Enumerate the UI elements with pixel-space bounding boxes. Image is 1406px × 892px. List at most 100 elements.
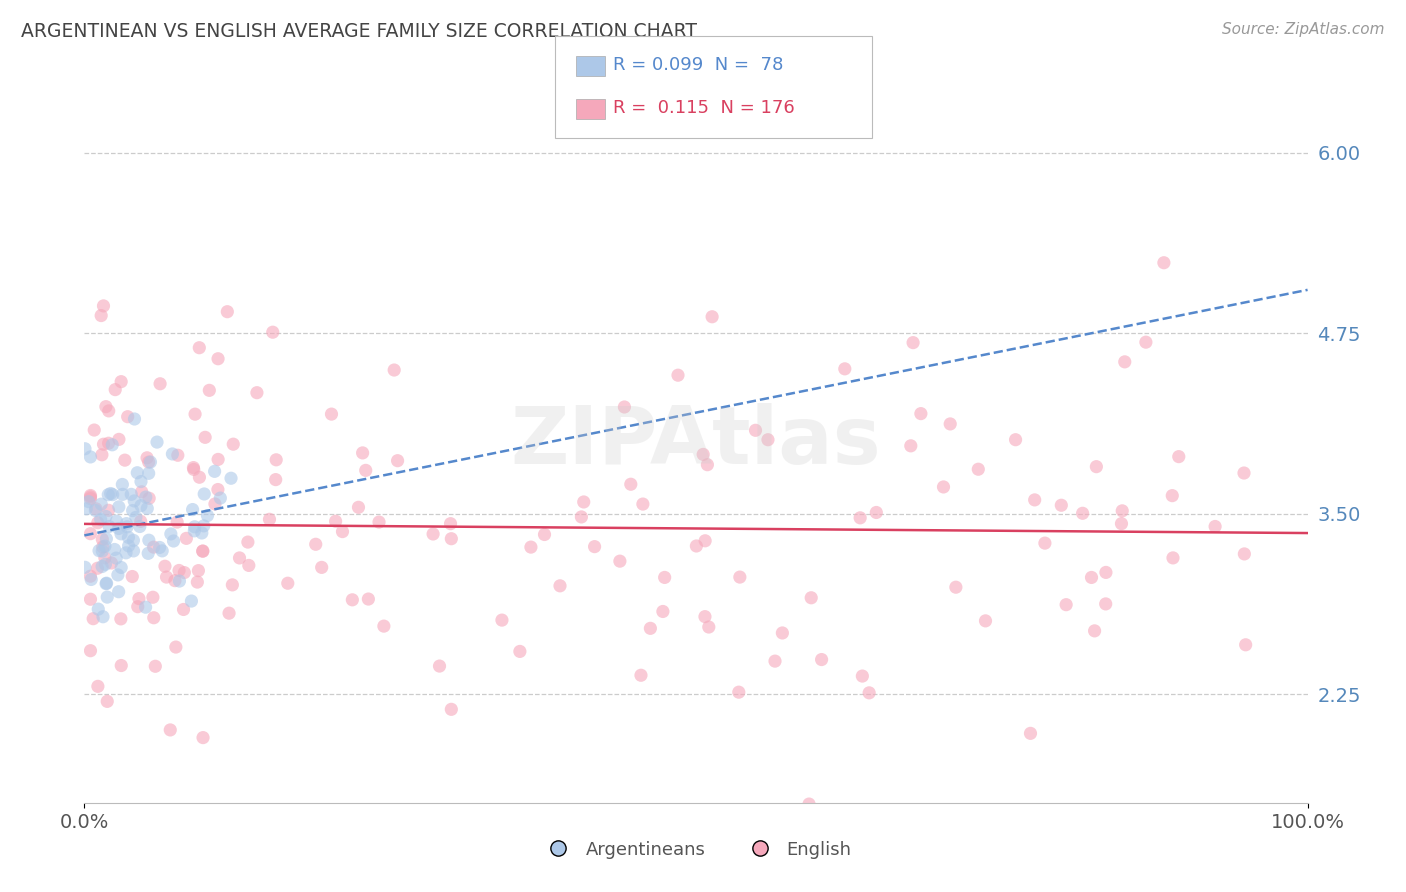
- Point: [146, 435, 169, 450]
- Point: [974, 614, 997, 628]
- Point: [98, 519, 121, 533]
- Point: [87, 516, 110, 530]
- Point: [73, 560, 96, 574]
- Point: [219, 471, 242, 485]
- Point: [810, 652, 832, 666]
- Point: [727, 685, 749, 699]
- Point: [900, 439, 922, 453]
- Point: [155, 570, 177, 584]
- Point: [80, 573, 103, 587]
- Point: [640, 621, 662, 635]
- Point: [129, 514, 152, 528]
- Point: [96, 694, 118, 708]
- Point: [138, 455, 160, 469]
- Point: [1161, 550, 1184, 565]
- Point: [90, 497, 112, 511]
- Point: [96, 576, 118, 591]
- Point: [135, 600, 157, 615]
- Point: [218, 606, 240, 620]
- Point: [207, 452, 229, 467]
- Point: [163, 574, 186, 588]
- Point: [91, 540, 114, 554]
- Point: [654, 570, 676, 584]
- Point: [910, 407, 932, 421]
- Point: [94, 539, 117, 553]
- Point: [183, 520, 205, 534]
- Point: [138, 533, 160, 548]
- Point: [357, 592, 380, 607]
- Point: [1111, 504, 1133, 518]
- Point: [184, 407, 207, 421]
- Point: [136, 450, 159, 465]
- Point: [180, 594, 202, 608]
- Point: [111, 487, 134, 501]
- Point: [311, 560, 333, 574]
- Point: [91, 559, 114, 574]
- Point: [221, 578, 243, 592]
- Point: [150, 544, 173, 558]
- Point: [1161, 489, 1184, 503]
- Point: [695, 533, 717, 548]
- Point: [188, 341, 211, 355]
- Point: [264, 452, 287, 467]
- Point: [79, 526, 101, 541]
- Point: [75, 501, 97, 516]
- Point: [932, 480, 955, 494]
- Point: [193, 519, 215, 533]
- Point: [1024, 492, 1046, 507]
- Point: [120, 487, 142, 501]
- Point: [91, 544, 114, 558]
- Point: [91, 533, 114, 547]
- Point: [865, 506, 887, 520]
- Point: [84, 503, 107, 517]
- Point: [136, 501, 159, 516]
- Point: [93, 299, 115, 313]
- Point: [851, 669, 873, 683]
- Point: [183, 462, 205, 476]
- Point: [631, 497, 654, 511]
- Point: [1004, 433, 1026, 447]
- Text: ZIPAtlas: ZIPAtlas: [510, 402, 882, 481]
- Point: [122, 533, 145, 548]
- Point: [183, 524, 205, 538]
- Point: [228, 550, 250, 565]
- Point: [1033, 536, 1056, 550]
- Point: [191, 544, 214, 558]
- Point: [110, 612, 132, 626]
- Point: [342, 592, 364, 607]
- Point: [143, 659, 166, 673]
- Point: [491, 613, 513, 627]
- Point: [108, 433, 131, 447]
- Point: [1019, 726, 1042, 740]
- Point: [105, 551, 128, 566]
- Point: [1084, 624, 1107, 638]
- Text: R = 0.099  N =  78: R = 0.099 N = 78: [613, 56, 783, 74]
- Point: [153, 559, 176, 574]
- Point: [110, 375, 132, 389]
- Point: [1080, 570, 1102, 584]
- Point: [259, 512, 281, 526]
- Point: [305, 537, 328, 551]
- Point: [121, 569, 143, 583]
- Point: [207, 483, 229, 497]
- Point: [763, 654, 786, 668]
- Point: [97, 404, 120, 418]
- Point: [412, 852, 434, 866]
- Point: [169, 574, 191, 588]
- Point: [1153, 256, 1175, 270]
- Point: [834, 361, 856, 376]
- Point: [1233, 547, 1256, 561]
- Point: [128, 591, 150, 606]
- Point: [101, 487, 124, 501]
- Point: [198, 384, 221, 398]
- Point: [207, 351, 229, 366]
- Point: [1095, 566, 1118, 580]
- Point: [193, 487, 215, 501]
- Point: [1071, 506, 1094, 520]
- Point: [1233, 466, 1256, 480]
- Point: [1111, 516, 1133, 531]
- Point: [188, 470, 211, 484]
- Point: [94, 558, 117, 572]
- Point: [79, 643, 101, 657]
- Point: [97, 436, 120, 450]
